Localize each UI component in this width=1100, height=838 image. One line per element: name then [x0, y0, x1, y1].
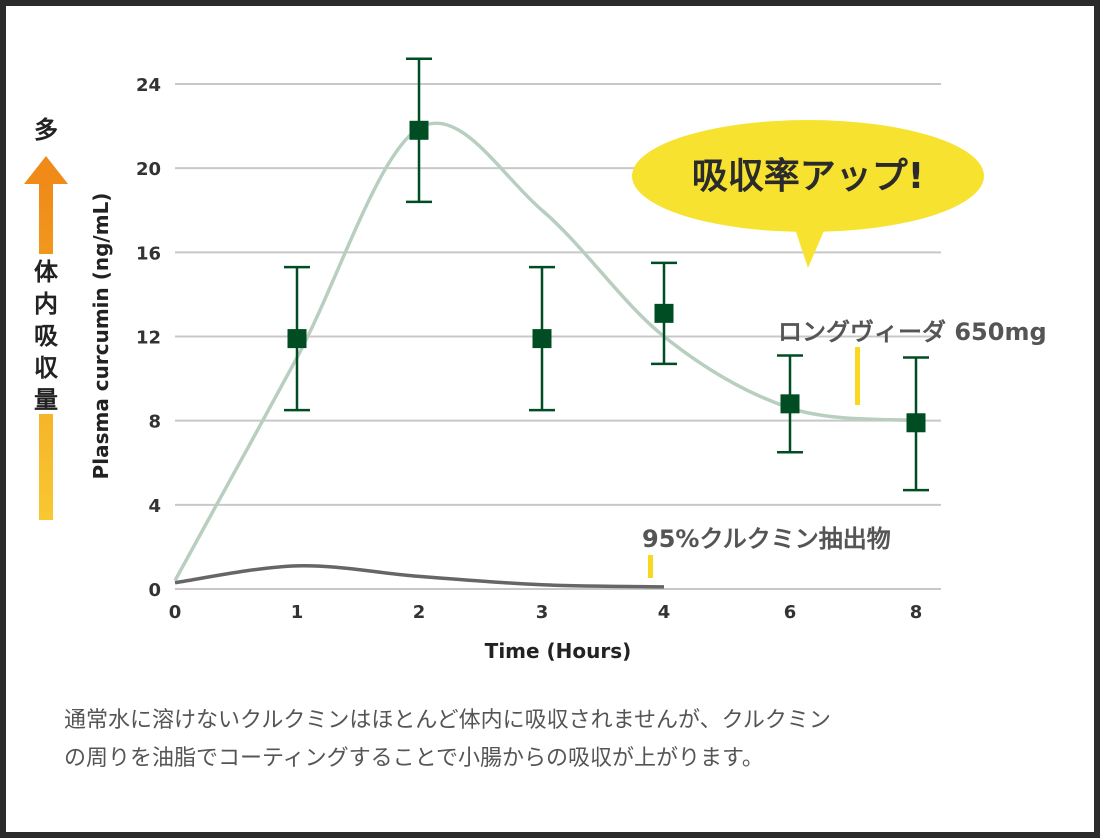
x-tick-label: 4 — [658, 602, 671, 623]
caption-line-1: 通常水に溶けないクルクミンはほとんど体内に吸収されませんが、クルクミン — [64, 708, 831, 733]
longvida-data-point — [409, 120, 429, 140]
callout-bubble-tail — [794, 226, 826, 268]
longvida-data-point — [654, 303, 674, 323]
longvida-data-point — [287, 329, 307, 349]
y-tick-label: 24 — [136, 75, 161, 96]
side-label-char: 体 — [34, 258, 59, 286]
y-tick-label: 0 — [148, 580, 161, 601]
side-label-char: 吸 — [34, 322, 58, 350]
callout-bubble — [632, 120, 984, 232]
side-label-bg — [32, 254, 60, 286]
side-label-char: 収 — [34, 354, 59, 382]
callout-text: 吸収率アップ! — [692, 156, 924, 197]
series-label-extract: 95%クルクミン抽出物 — [642, 525, 891, 553]
series-label-longvida: ロングヴィーダ 650mg — [778, 318, 1047, 346]
side-label-char: 内 — [34, 290, 58, 318]
x-axis-title: Time (Hours) — [485, 639, 632, 663]
y-tick-label: 4 — [148, 496, 161, 517]
x-tick-label: 6 — [784, 602, 797, 623]
y-tick-label: 8 — [148, 412, 161, 433]
side-label-bg — [32, 350, 60, 382]
x-tick-label: 1 — [291, 602, 304, 623]
x-tick-label: 3 — [536, 602, 549, 623]
y-tick-label: 16 — [136, 243, 161, 264]
side-label-bg — [32, 382, 60, 414]
caption: 通常水に溶けないクルクミンはほとんど体内に吸収されませんが、クルクミン の周りを… — [64, 702, 1064, 778]
longvida-data-point — [532, 329, 552, 349]
caption-line-2: の周りを油脂でコーティングすることで小腸からの吸収が上がります。 — [64, 746, 764, 771]
series-label-marker — [648, 555, 653, 578]
y-axis-title: Plasma curcumin (ng/mL) — [89, 193, 113, 480]
absorption-arrow-head — [24, 156, 68, 184]
side-top-label: 多 — [34, 116, 58, 144]
side-label-bg — [32, 318, 60, 350]
x-tick-label: 2 — [413, 602, 426, 623]
x-tick-label: 0 — [169, 602, 182, 623]
y-tick-label: 12 — [136, 328, 161, 349]
chart-frame: 多体内吸収量 0 4 8 12 16 20 24 0 1 2 3 4 6 8 Time (Hours) Pla… — [6, 6, 1094, 832]
series-label-marker — [855, 347, 860, 405]
longvida-data-point — [906, 413, 926, 433]
side-label-bg — [32, 286, 60, 318]
side-label-char: 量 — [34, 386, 58, 414]
longvida-data-point — [780, 394, 800, 414]
extract-95-line — [174, 564, 665, 589]
y-tick-label: 20 — [136, 159, 161, 180]
longvida-fit-curve — [173, 121, 917, 582]
x-tick-label: 8 — [910, 602, 923, 623]
